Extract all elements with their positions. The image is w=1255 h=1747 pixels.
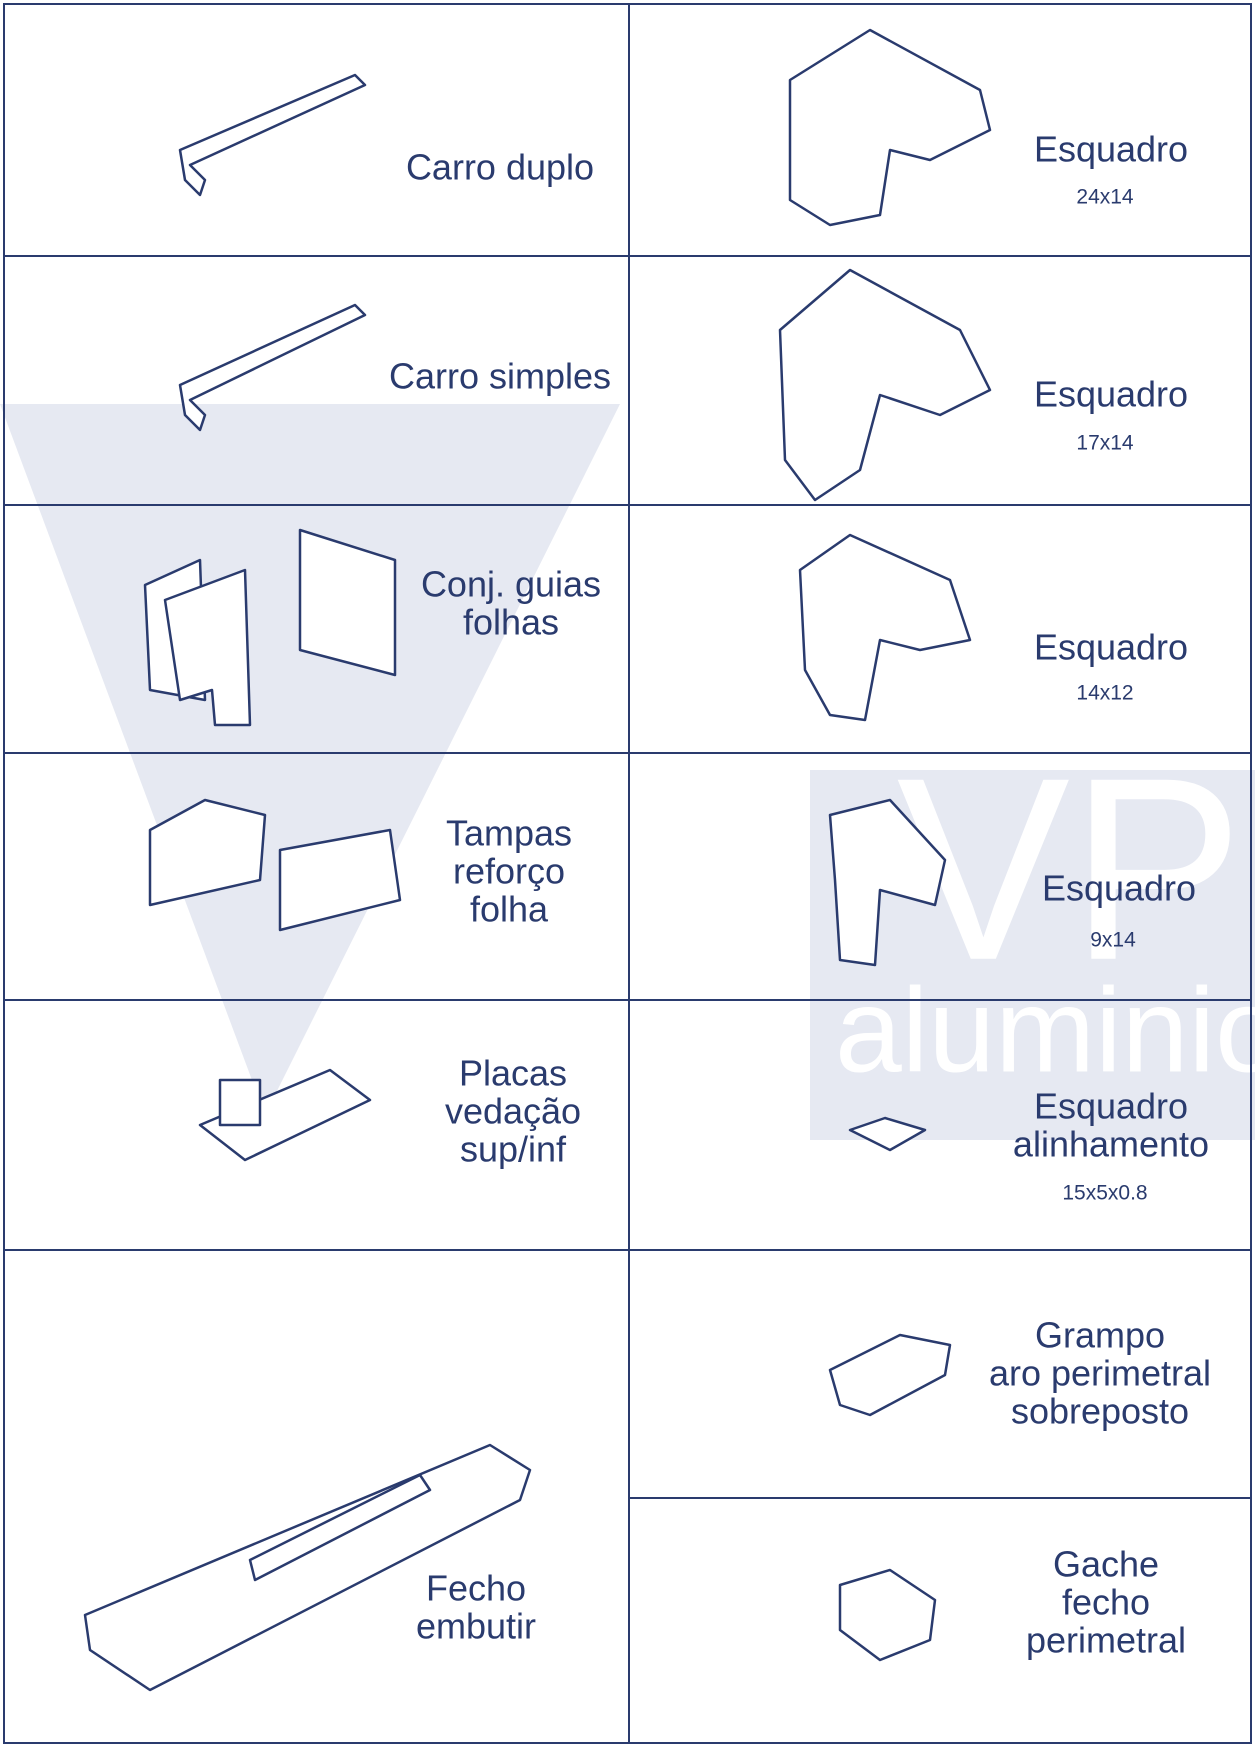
item-label: Esquadro bbox=[1034, 374, 1188, 415]
item-label: alinhamento bbox=[1013, 1124, 1209, 1165]
item-label: Gache bbox=[1053, 1544, 1159, 1585]
item-size: 24x14 bbox=[1076, 186, 1134, 209]
item-label: Esquadro bbox=[1034, 1086, 1188, 1127]
item-label: embutir bbox=[416, 1606, 536, 1647]
item-label: aro perimetral bbox=[989, 1353, 1211, 1394]
item-label: perimetral bbox=[1026, 1620, 1186, 1661]
item-label: Placas bbox=[459, 1053, 567, 1094]
item-label: Carro duplo bbox=[406, 147, 594, 188]
item-size: 17x14 bbox=[1076, 432, 1134, 455]
item-label: sup/inf bbox=[460, 1129, 567, 1170]
item-label: sobreposto bbox=[1011, 1391, 1189, 1432]
item-label: Carro simples bbox=[389, 356, 611, 397]
item-label: Esquadro bbox=[1034, 627, 1188, 668]
item-size: 15x5x0.8 bbox=[1062, 1182, 1147, 1205]
item-label: Fecho bbox=[426, 1568, 526, 1609]
item-label: vedação bbox=[445, 1091, 581, 1132]
item-label: Grampo bbox=[1035, 1315, 1165, 1356]
item-label: Conj. guias bbox=[421, 564, 601, 605]
item-label: folhas bbox=[463, 602, 559, 643]
watermark-text: aluminio bbox=[835, 964, 1255, 1098]
item-label: folha bbox=[470, 889, 549, 930]
item-size: 14x12 bbox=[1076, 682, 1133, 705]
item-label: Esquadro bbox=[1034, 129, 1188, 170]
item-label: reforço bbox=[453, 851, 565, 892]
watermark-brand: VP bbox=[897, 725, 1244, 1015]
item-label: Tampas bbox=[446, 813, 572, 854]
item-label: Esquadro bbox=[1042, 868, 1196, 909]
item-label: fecho bbox=[1062, 1582, 1150, 1623]
item-size: 9x14 bbox=[1090, 929, 1136, 952]
product-icons bbox=[83, 28, 992, 1692]
table-grid bbox=[3, 3, 1252, 1744]
